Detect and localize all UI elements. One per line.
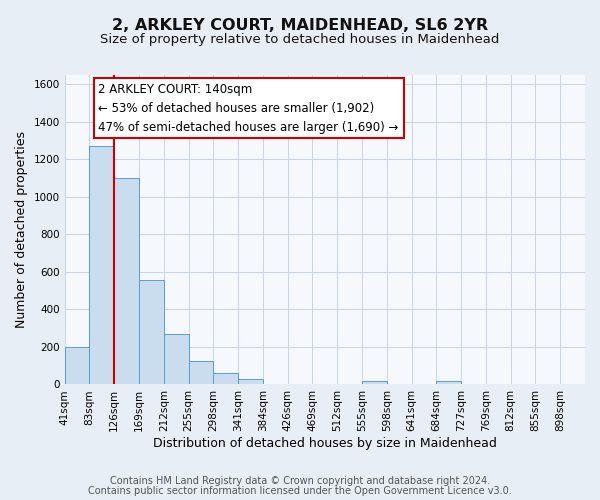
Text: 2, ARKLEY COURT, MAIDENHEAD, SL6 2YR: 2, ARKLEY COURT, MAIDENHEAD, SL6 2YR	[112, 18, 488, 32]
Bar	[436, 380, 461, 384]
Y-axis label: Number of detached properties: Number of detached properties	[15, 131, 28, 328]
Bar	[188, 361, 214, 384]
Text: Contains HM Land Registry data © Crown copyright and database right 2024.: Contains HM Land Registry data © Crown c…	[110, 476, 490, 486]
Bar	[114, 178, 139, 384]
Bar	[214, 373, 238, 384]
Bar	[65, 347, 89, 385]
Text: 2 ARKLEY COURT: 140sqm
← 53% of detached houses are smaller (1,902)
47% of semi-: 2 ARKLEY COURT: 140sqm ← 53% of detached…	[98, 82, 399, 134]
Text: Contains public sector information licensed under the Open Government Licence v3: Contains public sector information licen…	[88, 486, 512, 496]
Bar	[89, 146, 114, 384]
Bar	[139, 280, 164, 384]
Bar	[164, 334, 188, 384]
X-axis label: Distribution of detached houses by size in Maidenhead: Distribution of detached houses by size …	[153, 437, 497, 450]
Text: Size of property relative to detached houses in Maidenhead: Size of property relative to detached ho…	[100, 32, 500, 46]
Bar	[238, 379, 263, 384]
Bar	[362, 380, 387, 384]
